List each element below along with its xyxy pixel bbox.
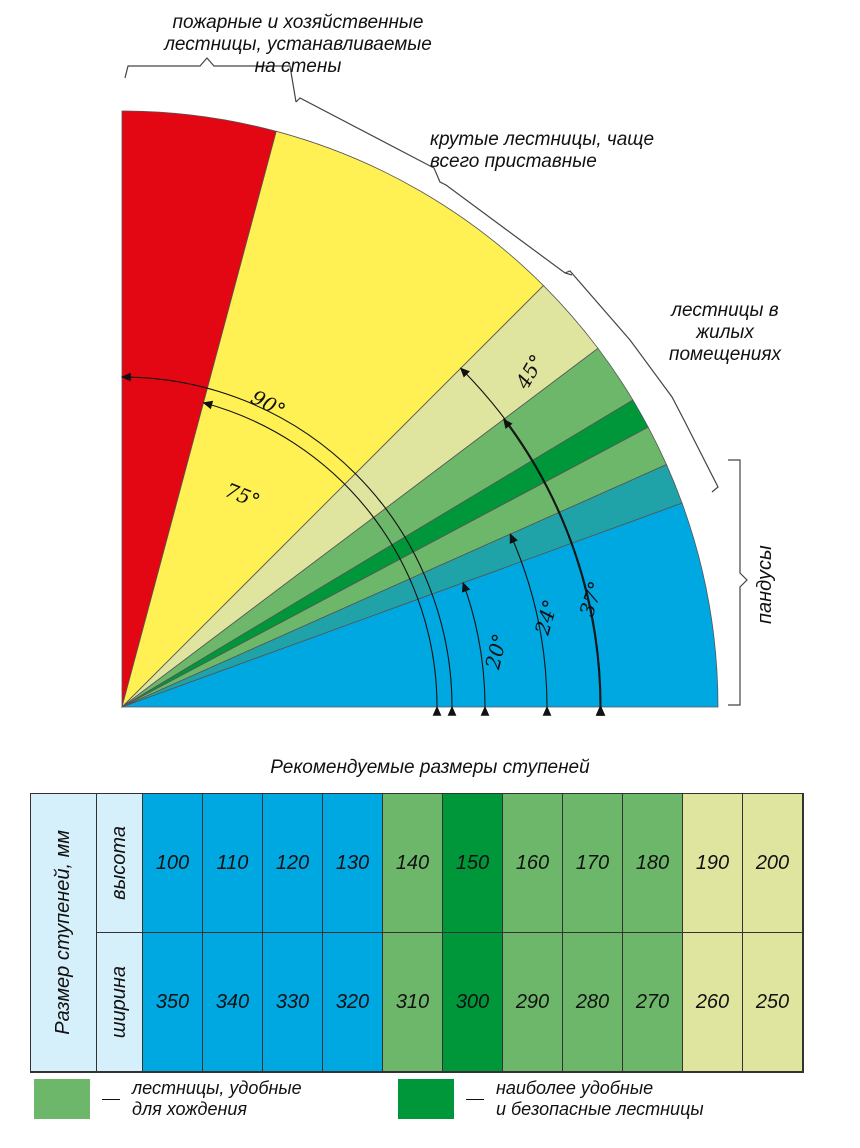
height-cell-100: 100 xyxy=(143,794,203,933)
label-residential-stairs: лестницы в жилых помещениях xyxy=(668,300,782,365)
row-header-cell: Размер ступеней, мм xyxy=(31,794,97,1072)
height-cell-110: 110 xyxy=(203,794,263,933)
angle-sectors xyxy=(121,110,719,709)
legend-dash xyxy=(102,1098,120,1100)
width-cell-260: 260 xyxy=(683,933,743,1072)
brace-residential xyxy=(564,270,719,493)
height-cell-160: 160 xyxy=(503,794,563,933)
width-cell-270: 270 xyxy=(623,933,683,1072)
height-cell-130: 130 xyxy=(323,794,383,933)
angle-arcs xyxy=(120,367,606,716)
height-cell-140: 140 xyxy=(383,794,443,933)
width-cell-350: 350 xyxy=(143,933,203,1072)
width-cell-290: 290 xyxy=(503,933,563,1072)
width-cell-250: 250 xyxy=(743,933,803,1072)
arc-20 xyxy=(461,581,490,716)
table-title: Рекомендуемые размеры ступеней xyxy=(270,757,590,778)
step-size-table: Размер ступеней, мм высота ширина 100 110… xyxy=(30,793,804,1073)
stair-angle-fan-diagram: 90°75°45°37°24°20° xyxy=(120,57,748,716)
height-cell-150: 150 xyxy=(443,794,503,933)
brace-ramps xyxy=(728,459,748,706)
height-cell-120: 120 xyxy=(263,794,323,933)
height-cell-180: 180 xyxy=(623,794,683,933)
height-label: высота xyxy=(108,826,130,900)
width-cell-300: 300 xyxy=(443,933,503,1072)
legend-swatch-safest xyxy=(398,1079,454,1119)
label-ramps: пандусы xyxy=(754,545,776,625)
width-label: ширина xyxy=(108,965,130,1039)
label-steep-stairs: крутые лестницы, чаще всего приставные xyxy=(430,129,655,172)
label-fire-ladders: пожарные и хозяйственные лестницы, устан… xyxy=(164,12,432,77)
legend-item-comfortable: лестницы, удобные для хождения xyxy=(34,1078,302,1120)
arc-37 xyxy=(503,418,605,716)
width-cell-330: 330 xyxy=(263,933,323,1072)
arc-75 xyxy=(202,400,442,716)
row-header: Размер ступеней, мм xyxy=(52,830,74,1035)
width-cell-340: 340 xyxy=(203,933,263,1072)
legend-text-safest: наиболее удобные и безопасные лестницы xyxy=(496,1078,704,1119)
legend-swatch-comfortable xyxy=(34,1079,90,1119)
range-braces xyxy=(124,57,748,706)
height-cell-170: 170 xyxy=(563,794,623,933)
brace-fire-ladders xyxy=(124,57,297,103)
height-cell-200: 200 xyxy=(743,794,803,933)
legend-text-comfortable: лестницы, удобные для хождения xyxy=(132,1078,302,1119)
legend-item-safest: наиболее удобные и безопасные лестницы xyxy=(398,1078,704,1120)
width-cell-310: 310 xyxy=(383,933,443,1072)
height-cell-190: 190 xyxy=(683,794,743,933)
width-cell-320: 320 xyxy=(323,933,383,1072)
legend-dash xyxy=(466,1098,484,1100)
width-label-cell: ширина xyxy=(97,933,143,1072)
height-label-cell: высота xyxy=(97,794,143,933)
arc-24 xyxy=(509,533,552,716)
width-cell-280: 280 xyxy=(563,933,623,1072)
